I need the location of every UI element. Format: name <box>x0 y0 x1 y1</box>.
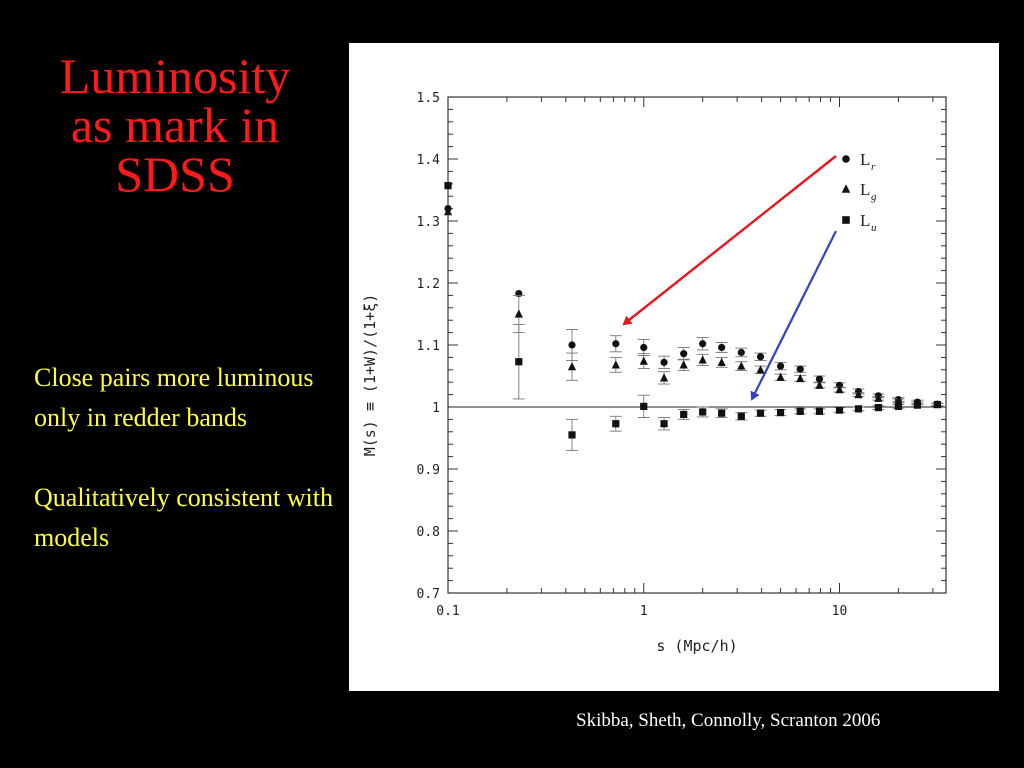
y-tick-label: 1.5 <box>417 91 440 106</box>
red-arrow <box>622 155 837 326</box>
data-point-triangle <box>854 390 863 399</box>
x-tick-label: 1 <box>640 604 648 619</box>
data-point-triangle <box>894 396 903 405</box>
y-tick-label: 0.8 <box>417 525 440 540</box>
mark-correlation-chart: 0.7 0.8 0.9 1 1.1 1.2 1.3 1.4 1.5 0.1 1 10 s (Mpc/h)… <box>361 91 947 655</box>
legend-subscript: u <box>871 222 877 234</box>
data-point-triangle <box>815 380 824 389</box>
bullet-list: Close pairs more luminous only in redder… <box>34 358 334 598</box>
slide-title: Luminosity as mark in SDSS <box>10 48 340 202</box>
data-point-square <box>933 400 941 409</box>
data-point-triangle <box>737 361 746 370</box>
data-point-triangle <box>639 356 648 365</box>
legend-subscript: r <box>871 161 876 173</box>
data-point-triangle <box>443 207 453 216</box>
data-point-triangle <box>679 360 688 369</box>
data-point-square <box>718 409 726 417</box>
y-tick-label: 1 <box>432 401 440 416</box>
legend-label: L <box>860 180 870 199</box>
data-point-square <box>568 431 576 439</box>
data-point-square <box>854 405 863 413</box>
data-point-circle <box>718 343 726 352</box>
data-point-square <box>680 410 688 419</box>
data-point-square <box>756 409 765 417</box>
data-point-square <box>835 406 844 414</box>
data-point-square <box>796 407 804 415</box>
title-line: Luminosity <box>59 48 291 104</box>
data-point-square <box>913 401 921 409</box>
data-point-triangle <box>698 355 707 364</box>
legend-marker-square <box>842 216 850 224</box>
legend-marker-triangle <box>841 184 851 193</box>
data-point-square <box>815 407 824 415</box>
data-point-circle <box>640 343 648 352</box>
data-point-square <box>515 358 523 366</box>
data-point-circle <box>815 375 824 383</box>
legend-marker-circle <box>842 155 850 163</box>
legend-label: L <box>860 150 870 169</box>
data-point-circle <box>680 350 688 358</box>
data-point-triangle <box>567 362 577 371</box>
data-point-triangle <box>514 309 523 318</box>
data-point-circle <box>756 353 765 361</box>
blue-arrow <box>750 230 837 401</box>
data-point-circle <box>737 348 745 357</box>
data-point-triangle <box>796 373 805 383</box>
legend-label: L <box>860 211 870 230</box>
bullet-qualitatively: Qualitatively consistent with models <box>34 483 333 552</box>
data-point-square <box>660 420 668 428</box>
data-point-triangle <box>776 372 785 381</box>
x-tick-label: 10 <box>832 604 848 619</box>
x-axis-title: s (Mpc/h) <box>656 637 737 655</box>
data-point-triangle <box>611 360 620 369</box>
bullet-close-pairs: Close pairs more luminous only in redder… <box>34 363 314 432</box>
data-point-circle <box>776 362 785 370</box>
figure-panel: 0.7 0.8 0.9 1 1.1 1.2 1.3 1.4 1.5 0.1 1 10 s (Mpc/h)… <box>349 43 999 691</box>
data-point-square <box>444 182 452 190</box>
data-point-triangle <box>835 385 844 394</box>
data-point-triangle <box>874 393 883 402</box>
x-tick-label: 0.1 <box>436 604 459 619</box>
y-tick-label: 0.7 <box>417 587 440 602</box>
data-point-square <box>874 404 882 412</box>
y-axis-title: M(s) ≡ (1+W)/(1+ξ) <box>361 294 379 457</box>
data-point-square <box>612 420 620 428</box>
data-point-square <box>699 408 707 416</box>
data-point-triangle <box>717 357 726 366</box>
y-tick-label: 1.3 <box>417 215 440 230</box>
data-point-circle <box>660 358 668 366</box>
data-point-circle <box>699 340 707 348</box>
title-line: SDSS <box>115 146 235 202</box>
data-point-square <box>894 402 903 410</box>
data-point-triangle <box>659 373 669 382</box>
y-tick-label: 1.2 <box>417 277 440 292</box>
y-tick-label: 0.9 <box>417 463 440 478</box>
data-point-circle <box>568 341 576 349</box>
citation: Skibba, Sheth, Connolly, Scranton 2006 <box>576 710 881 731</box>
data-point-square <box>737 412 745 420</box>
y-tick-label: 1.4 <box>417 153 441 168</box>
data-point-square <box>776 408 785 417</box>
y-tick-label: 1.1 <box>417 339 440 354</box>
data-point-circle <box>796 365 804 373</box>
data-point-circle <box>612 340 620 348</box>
data-point-triangle <box>756 365 765 374</box>
data-point-square <box>640 402 648 410</box>
legend-subscript: g <box>871 191 877 203</box>
title-line: as mark in <box>70 97 280 153</box>
